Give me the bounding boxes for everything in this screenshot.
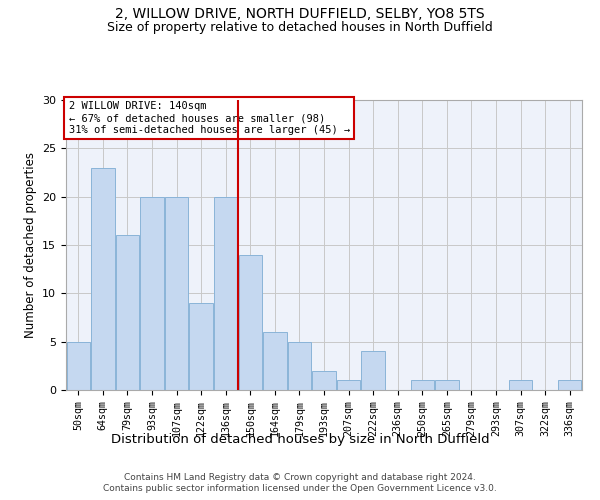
Text: Size of property relative to detached houses in North Duffield: Size of property relative to detached ho…	[107, 21, 493, 34]
Bar	[558, 380, 581, 390]
Bar	[116, 236, 139, 390]
Text: Distribution of detached houses by size in North Duffield: Distribution of detached houses by size …	[110, 432, 490, 446]
Bar	[239, 254, 262, 390]
Bar	[435, 380, 458, 390]
Bar	[509, 380, 532, 390]
Text: 2 WILLOW DRIVE: 140sqm
← 67% of detached houses are smaller (98)
31% of semi-det: 2 WILLOW DRIVE: 140sqm ← 67% of detached…	[68, 102, 350, 134]
Bar	[91, 168, 115, 390]
Bar	[190, 303, 213, 390]
Bar	[361, 352, 385, 390]
Bar	[165, 196, 188, 390]
Bar	[67, 342, 90, 390]
Bar	[263, 332, 287, 390]
Bar	[214, 196, 238, 390]
Text: Contains HM Land Registry data © Crown copyright and database right 2024.: Contains HM Land Registry data © Crown c…	[124, 472, 476, 482]
Y-axis label: Number of detached properties: Number of detached properties	[23, 152, 37, 338]
Bar	[313, 370, 335, 390]
Bar	[410, 380, 434, 390]
Bar	[140, 196, 164, 390]
Text: Contains public sector information licensed under the Open Government Licence v3: Contains public sector information licen…	[103, 484, 497, 493]
Bar	[337, 380, 360, 390]
Text: 2, WILLOW DRIVE, NORTH DUFFIELD, SELBY, YO8 5TS: 2, WILLOW DRIVE, NORTH DUFFIELD, SELBY, …	[115, 8, 485, 22]
Bar	[288, 342, 311, 390]
